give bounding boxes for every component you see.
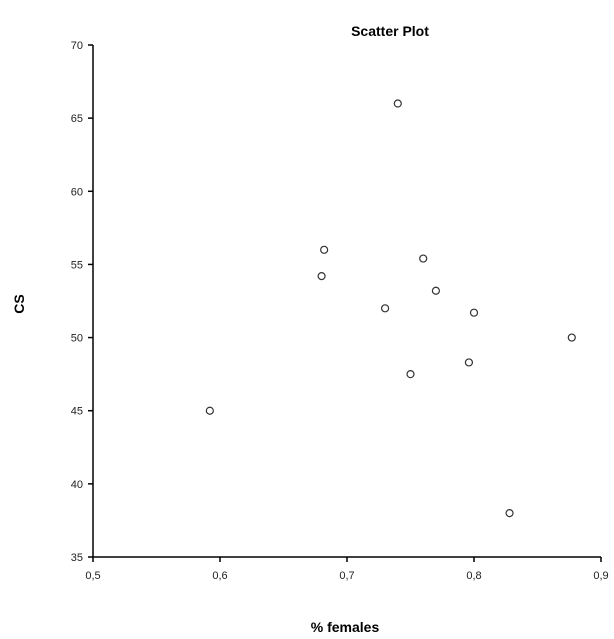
- data-point: [393, 99, 402, 108]
- y-tick-label: 65: [71, 113, 83, 125]
- data-point: [505, 509, 514, 518]
- x-tick-label: 0,7: [339, 570, 354, 582]
- y-tick-label: 70: [71, 40, 83, 52]
- data-point: [419, 254, 428, 263]
- y-tick-label: 60: [71, 186, 83, 198]
- y-axis: 35 40 45 50 55 60 65 70: [71, 40, 94, 564]
- data-point: [567, 333, 576, 342]
- x-tick-label: 0,9: [593, 570, 608, 582]
- x-axis: 0,5 0,6 0,7 0,8 0,9: [85, 556, 609, 582]
- x-axis-label: % females: [311, 619, 380, 635]
- data-point: [464, 358, 474, 367]
- data-points: [205, 99, 576, 518]
- x-tick-label: 0,5: [85, 570, 100, 582]
- y-axis-label: CS: [11, 294, 27, 313]
- y-tick-label: 45: [71, 406, 83, 418]
- data-point: [205, 406, 214, 415]
- data-point: [317, 272, 326, 281]
- chart-title: Scatter Plot: [351, 23, 429, 39]
- data-point: [381, 304, 390, 313]
- data-point: [406, 370, 415, 379]
- x-tick-label: 0,6: [212, 570, 227, 582]
- y-tick-label: 55: [71, 259, 83, 271]
- x-tick-label: 0,8: [466, 570, 481, 582]
- data-point: [469, 308, 479, 317]
- y-tick-label: 40: [71, 479, 83, 491]
- y-tick-label: 50: [71, 333, 83, 345]
- y-tick-label: 35: [71, 552, 83, 564]
- data-point: [431, 286, 440, 295]
- data-point: [320, 245, 329, 254]
